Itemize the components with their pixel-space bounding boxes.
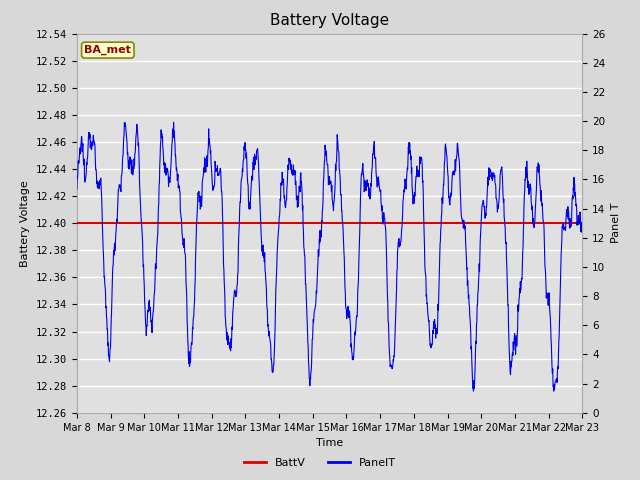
Text: BA_met: BA_met	[84, 45, 131, 55]
Title: Battery Voltage: Battery Voltage	[270, 13, 389, 28]
Y-axis label: Panel T: Panel T	[611, 203, 621, 243]
X-axis label: Time: Time	[316, 438, 343, 448]
Y-axis label: Battery Voltage: Battery Voltage	[20, 180, 30, 266]
Legend: BattV, PanelT: BattV, PanelT	[239, 453, 401, 472]
